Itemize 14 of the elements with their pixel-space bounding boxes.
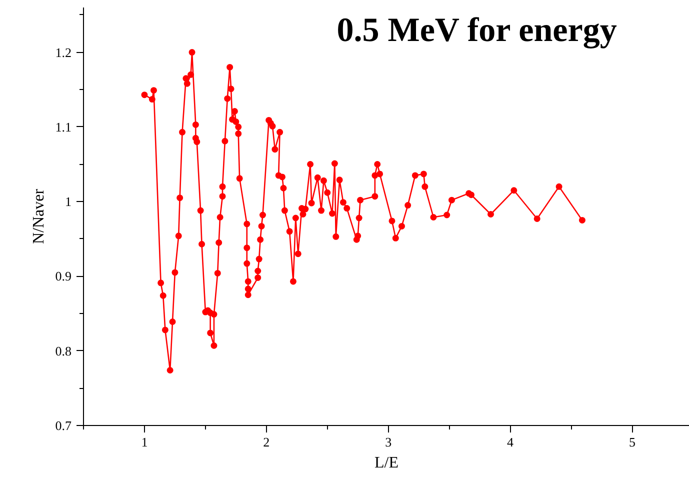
x-tick-label: 1 — [141, 434, 148, 450]
chart-title: 0.5 MeV for energy — [336, 12, 617, 49]
x-tick-label: 5 — [628, 434, 636, 450]
y-axis-title: N/Naver — [30, 188, 48, 244]
y-tick-label: 0.8 — [55, 343, 72, 358]
y-tick-label: 1.1 — [55, 119, 72, 134]
x-axis-title: L/E — [374, 454, 399, 472]
y-tick-label: 1 — [65, 194, 72, 210]
x-tick-label: 4 — [507, 434, 514, 450]
y-tick-label: 0.9 — [55, 268, 72, 284]
x-tick-label: 2 — [263, 434, 270, 450]
y-tick-label: 0.7 — [55, 418, 72, 433]
y-tick-label: 1.2 — [55, 44, 72, 60]
x-tick-label: 3 — [385, 434, 392, 450]
